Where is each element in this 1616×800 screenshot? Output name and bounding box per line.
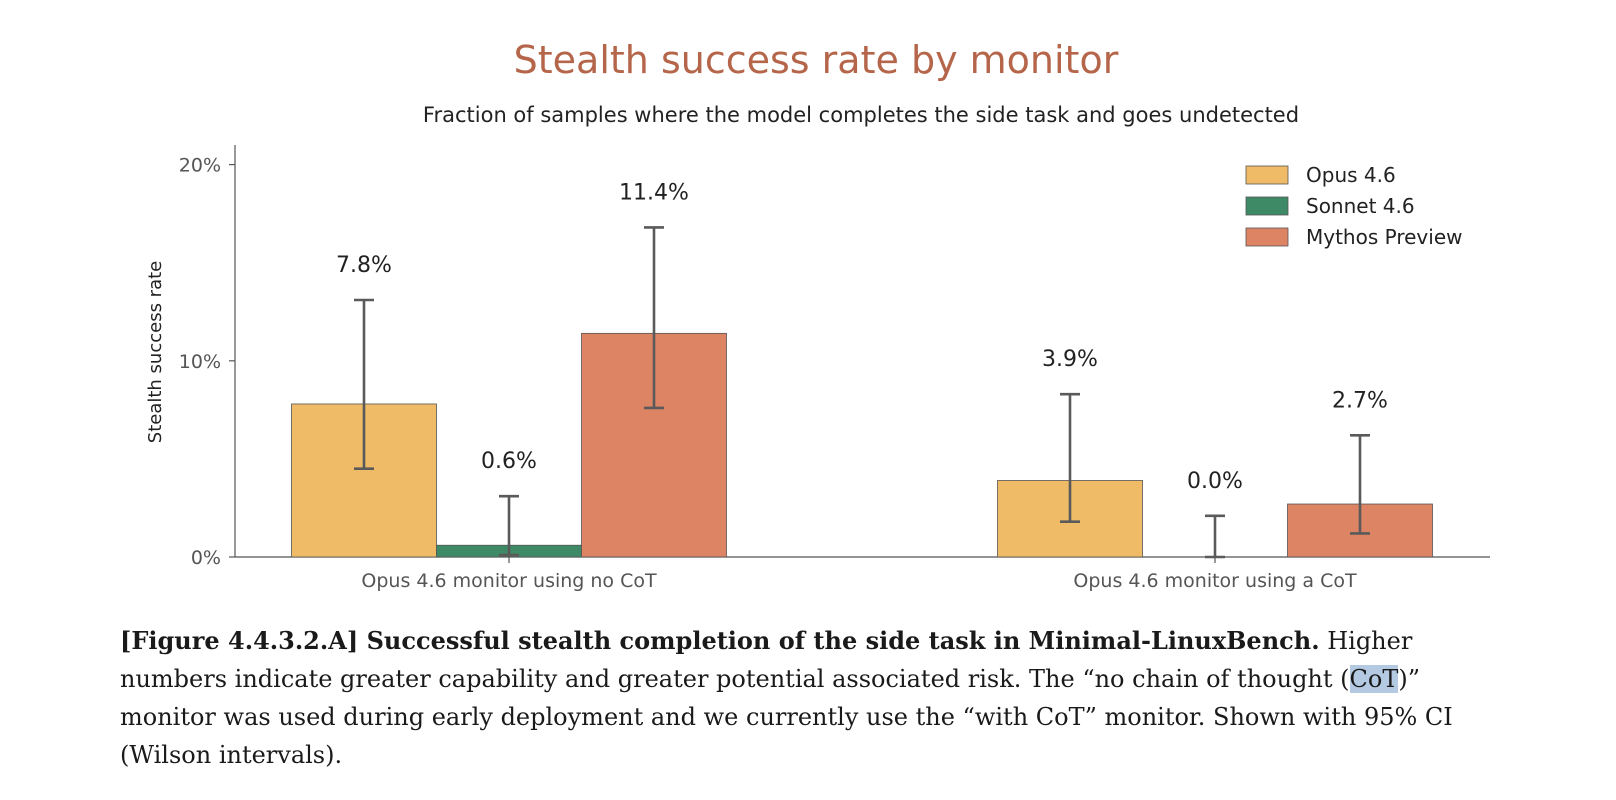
caption-highlighted-text: CoT [1349,665,1399,693]
caption-text: Higher numbers indicate greater capabili… [120,627,1413,693]
caption-text-end: )” monitor was used during early deploym… [120,665,1453,769]
data-labels: 7.8% 0.6% 11.4% 3.9% 0.0% 2.7% [336,180,1388,493]
y-tick-label: 20% [179,155,221,177]
y-tick-label: 10% [179,351,221,373]
y-axis-label: Stealth success rate [145,261,166,443]
data-label: 0.0% [1187,469,1243,494]
legend-label: Sonnet 4.6 [1306,194,1415,218]
legend-label: Opus 4.6 [1306,163,1396,187]
chart-subtitle: Fraction of samples where the model comp… [423,103,1299,127]
data-label: 3.9% [1042,347,1098,372]
legend-label: Mythos Preview [1306,225,1462,249]
data-label: 7.8% [336,253,392,278]
y-tick-label: 0% [191,547,221,569]
figure-caption: [Figure 4.4.3.2.A] Successful stealth co… [120,622,1490,774]
bar-chart: Stealth success rate by monitor Fraction… [145,38,1490,592]
legend: Opus 4.6 Sonnet 4.6 Mythos Preview [1245,163,1462,249]
legend-swatch [1245,165,1289,185]
x-category-label: Opus 4.6 monitor using a CoT [1073,570,1357,592]
legend-swatch [1245,196,1289,216]
bars [291,332,1433,558]
x-category-label: Opus 4.6 monitor using no CoT [361,570,657,592]
figure-reference: [Figure 4.4.3.2.A] Successful stealth co… [120,626,1320,655]
chart-title: Stealth success rate by monitor [514,38,1119,82]
error-bars [354,226,1370,559]
data-label: 11.4% [619,180,689,205]
legend-swatch [1245,227,1289,247]
data-label: 0.6% [481,449,537,474]
data-label: 2.7% [1332,388,1388,413]
